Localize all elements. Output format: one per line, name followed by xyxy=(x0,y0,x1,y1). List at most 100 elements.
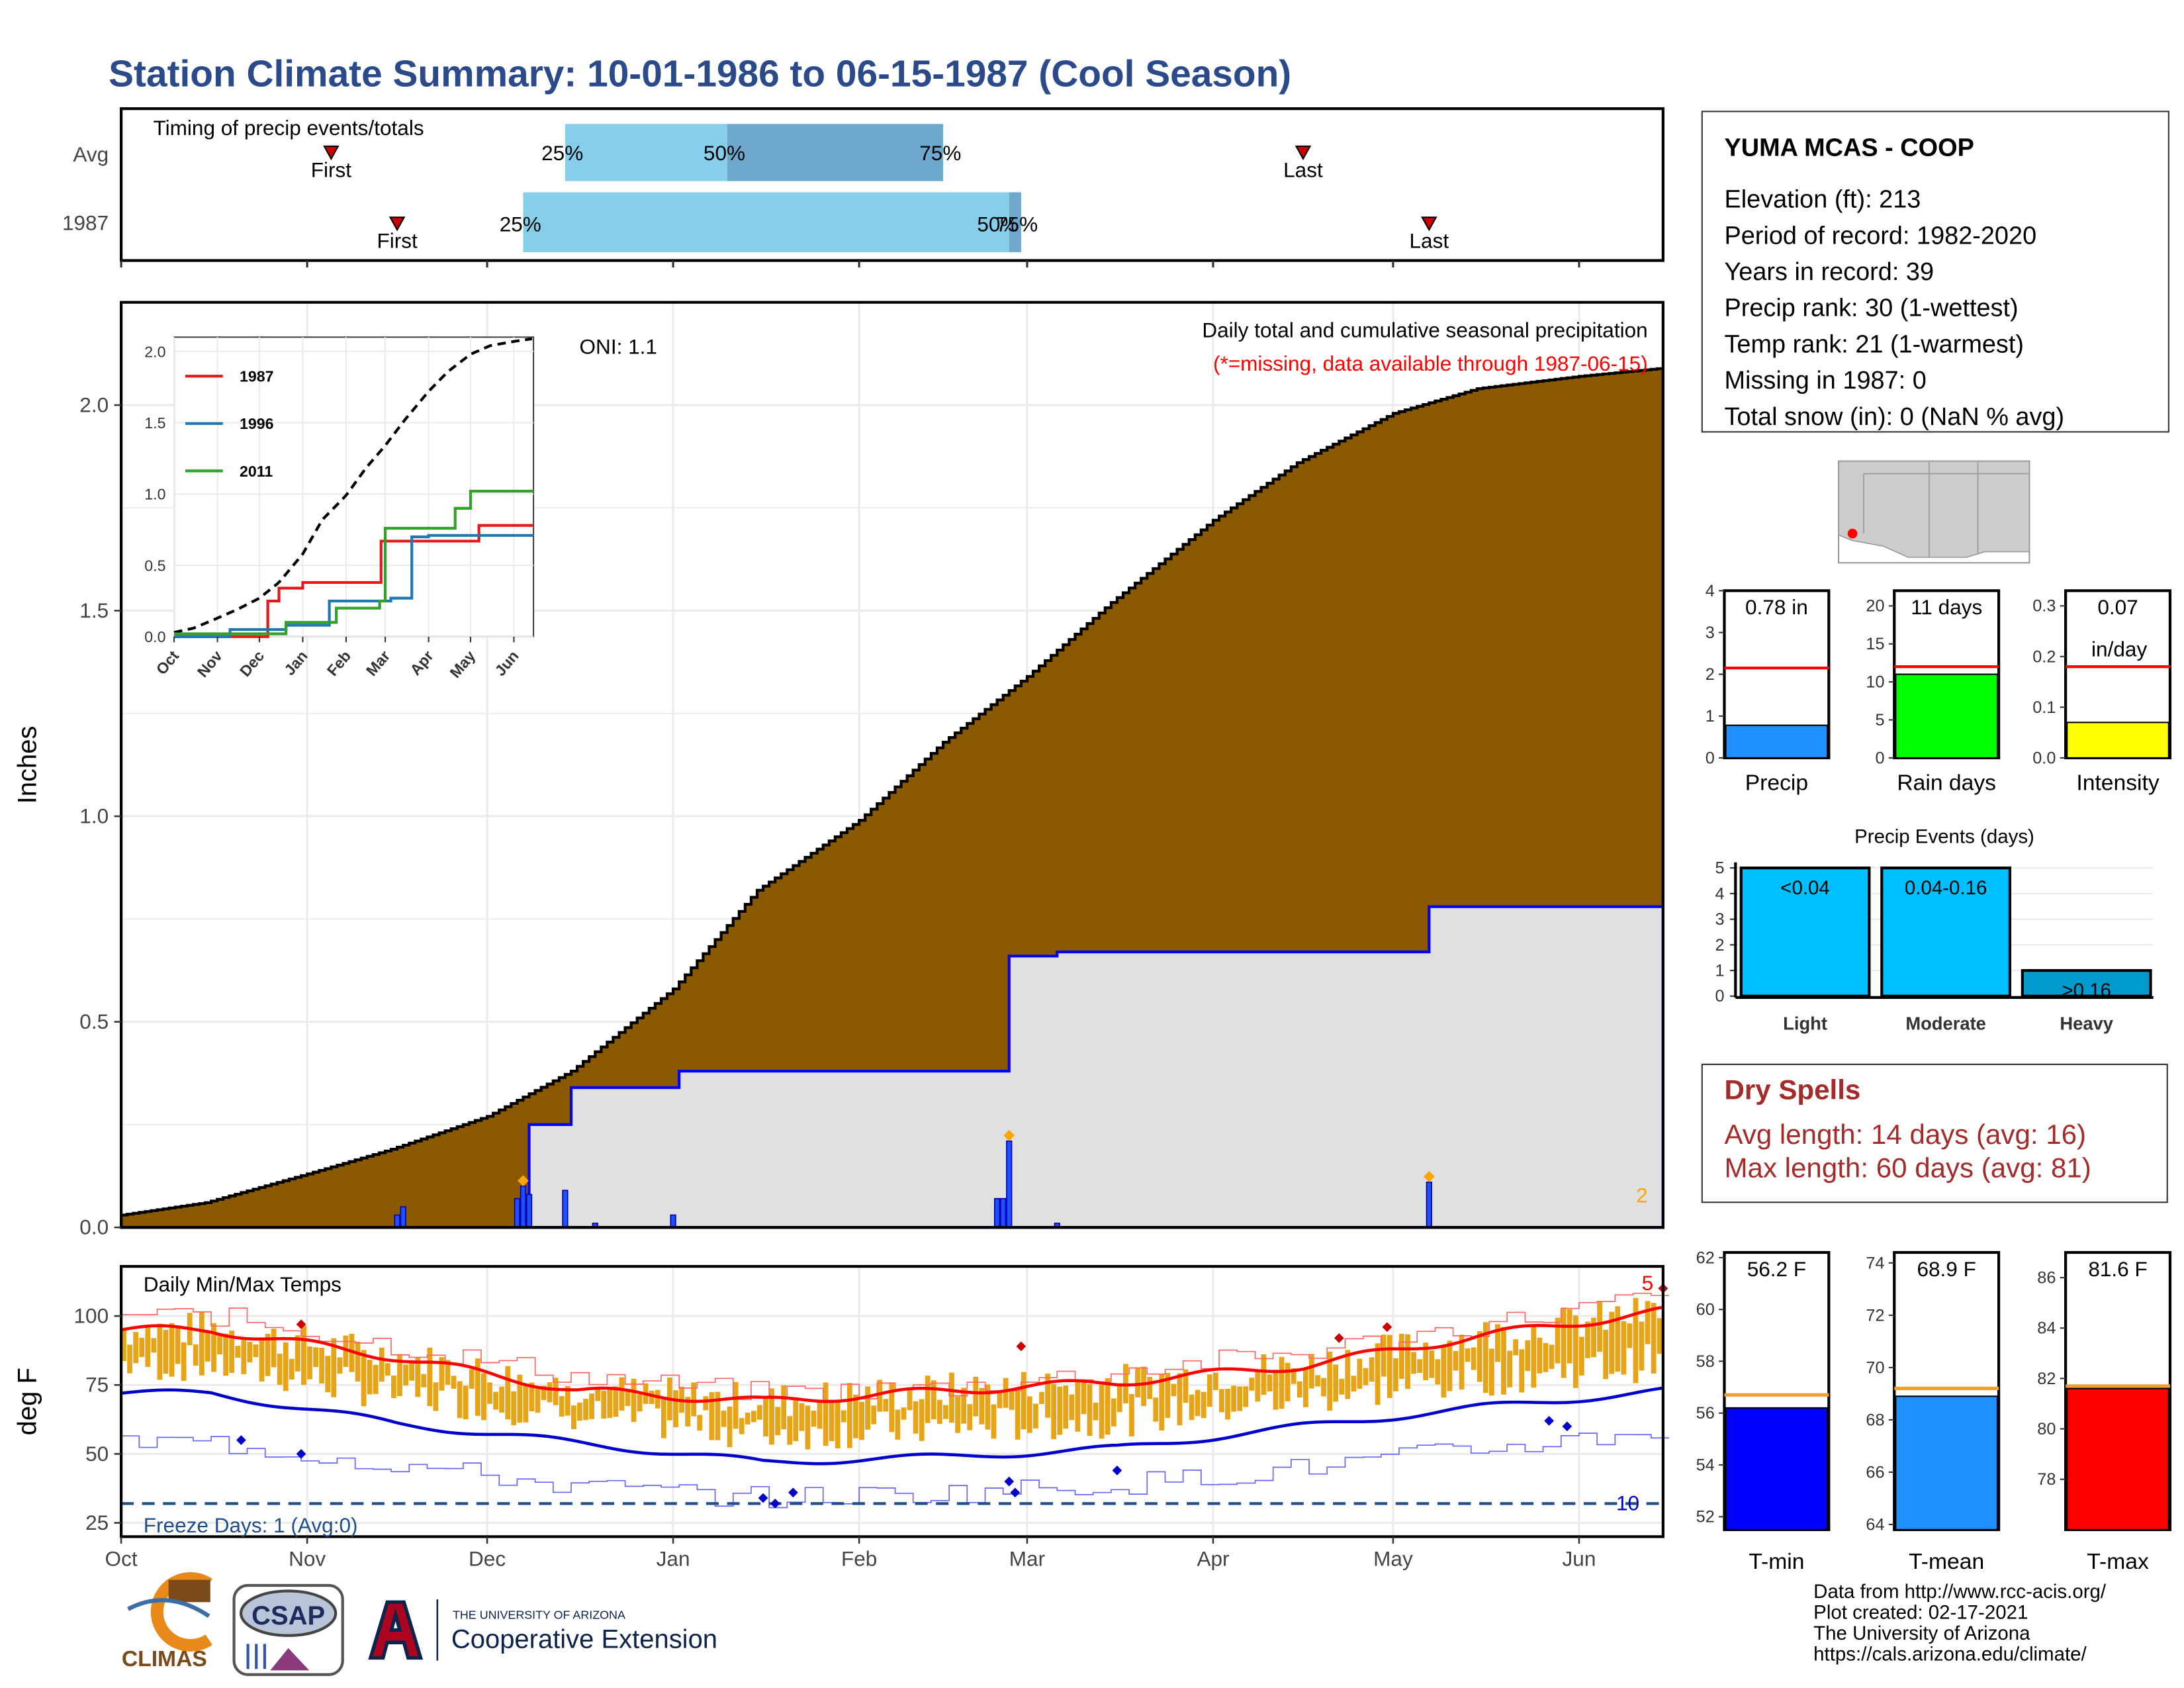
station-info-box: YUMA MCAS - COOP Elevation (ft): 213 Per… xyxy=(1701,111,2169,433)
inset-y-tick: 0.5 xyxy=(144,557,165,574)
dry-line-avg: Avg length: 14 days (avg: 16) xyxy=(1724,1119,2086,1150)
temp-mini-tick: 70 xyxy=(1866,1358,1884,1377)
daily-temp-bar xyxy=(541,1385,547,1400)
daily-temp-bar xyxy=(781,1385,787,1430)
daily-temp-bar xyxy=(907,1389,913,1411)
daily-temp-bar xyxy=(1633,1297,1639,1383)
daily-precip-bar xyxy=(1000,1197,1007,1228)
daily-temp-bar xyxy=(703,1396,709,1411)
daily-temp-bar xyxy=(1069,1394,1075,1421)
daily-temp-bar xyxy=(331,1338,337,1397)
freeze-days-label: Freeze Days: 1 (Avg:0) xyxy=(144,1513,358,1537)
event-bar-text: <0.04 xyxy=(1780,877,1830,899)
events-tick: 1 xyxy=(1715,961,1724,980)
daily-temp-bar xyxy=(595,1388,601,1401)
daily-temp-bar xyxy=(1495,1324,1500,1362)
daily-temp-bar xyxy=(991,1404,997,1439)
daily-temp-bar xyxy=(1075,1382,1081,1432)
daily-temp-bar xyxy=(979,1387,985,1425)
mini-value: 11 days xyxy=(1911,595,1982,619)
daily-temp-bar xyxy=(1555,1317,1561,1364)
daily-precip-bar xyxy=(525,1194,533,1228)
avg-min-line xyxy=(120,1386,1664,1466)
mini-tick: 0.2 xyxy=(2032,647,2056,666)
timing-row-1987: 1987 xyxy=(62,211,109,234)
daily-temp-bar xyxy=(379,1347,385,1382)
daily-temp-bar xyxy=(787,1416,793,1445)
x-month-label: Dec xyxy=(469,1547,506,1571)
daily-temp-bar xyxy=(919,1399,925,1441)
mini-bar xyxy=(1895,673,1999,759)
daily-temp-bar xyxy=(205,1333,210,1362)
daily-temp-bar xyxy=(1141,1366,1147,1407)
csap-logo: CSAP xyxy=(232,1583,344,1676)
daily-temp-bar xyxy=(1195,1389,1201,1417)
temp-mini-tick: 60 xyxy=(1696,1301,1715,1319)
inset-y-tick: 1.5 xyxy=(144,414,165,432)
daily-temp-bar xyxy=(127,1344,132,1374)
avg-q25-label: 25% xyxy=(541,141,583,165)
daily-temp-bar xyxy=(1099,1384,1105,1439)
daily-temp-bar xyxy=(637,1394,643,1412)
daily-temp-bar xyxy=(583,1399,588,1421)
mini-tick: 0 xyxy=(1875,749,1884,767)
daily-temp-bar xyxy=(1423,1342,1429,1381)
mini-tick: 1 xyxy=(1706,707,1715,726)
daily-temp-bar xyxy=(817,1399,823,1429)
daily-temp-bar xyxy=(385,1363,390,1376)
daily-temp-bar xyxy=(1375,1343,1381,1405)
daily-precip-bar xyxy=(562,1190,569,1228)
daily-temp-bar xyxy=(325,1356,331,1393)
daily-temp-bar xyxy=(415,1357,421,1397)
temp-mini-value: 56.2 F xyxy=(1747,1257,1806,1281)
daily-temp-bar xyxy=(841,1410,846,1423)
daily-temp-bar xyxy=(1567,1309,1572,1364)
daily-temp-bar xyxy=(1447,1340,1453,1391)
daily-temp-bar xyxy=(1273,1370,1279,1410)
temp-mini-label: T-min xyxy=(1749,1550,1804,1574)
daily-temp-bar xyxy=(985,1384,991,1430)
daily-precip-bar xyxy=(514,1197,521,1228)
record-marker xyxy=(1562,1421,1572,1432)
daily-temp-bar xyxy=(157,1323,163,1380)
daily-temp-bar xyxy=(565,1385,570,1416)
daily-temp-bar xyxy=(463,1385,469,1420)
record-marker xyxy=(1544,1416,1555,1426)
legend-label: 1987 xyxy=(240,368,273,385)
y1987-last-label: Last xyxy=(1410,229,1449,253)
daily-temp-bar xyxy=(247,1342,253,1363)
temp-label: Daily Min/Max Temps xyxy=(144,1272,341,1296)
daily-temp-bar xyxy=(523,1384,529,1423)
daily-temp-bar xyxy=(253,1344,259,1358)
daily-temp-bar xyxy=(1507,1350,1512,1387)
daily-temp-bar xyxy=(660,1397,666,1438)
daily-temp-bar xyxy=(1621,1321,1627,1375)
missing-note: (*=missing, data available through 1987-… xyxy=(1213,352,1648,375)
precip-events-chart: Precip Events (days) 0 1 2 3 4 5 <0.04 Light 0.0… xyxy=(1715,825,2154,1033)
daily-temp-bar xyxy=(1651,1303,1657,1374)
ua-small-text: THE UNIVERSITY OF ARIZONA xyxy=(453,1609,625,1622)
daily-temp-bar xyxy=(721,1410,727,1427)
daily-temp-bar xyxy=(1627,1323,1633,1348)
y1987-q75-label: 75% xyxy=(996,212,1038,236)
daily-temp-bar xyxy=(211,1323,216,1372)
daily-temp-bar xyxy=(973,1376,979,1417)
daily-temp-bar xyxy=(1009,1389,1015,1410)
temp-mini-tick: 66 xyxy=(1866,1463,1884,1481)
daily-temp-bar xyxy=(1267,1374,1273,1392)
events-tick: 0 xyxy=(1715,987,1724,1006)
daily-precip-bar xyxy=(1006,1140,1013,1228)
temp-mini-tick: 62 xyxy=(1696,1248,1715,1267)
daily-temp-bar xyxy=(577,1402,582,1421)
daily-temp-bar xyxy=(691,1382,697,1417)
daily-temp-bar xyxy=(259,1338,265,1382)
climas-text: CLIMAS xyxy=(122,1647,207,1671)
station-line: Precip rank: 30 (1-wettest) xyxy=(1724,295,2018,322)
daily-temp-bar xyxy=(1488,1348,1494,1396)
daily-temp-bar xyxy=(763,1397,768,1436)
daily-temp-bar xyxy=(181,1342,187,1381)
daily-temp-bar xyxy=(955,1396,960,1433)
daily-temp-bar xyxy=(1105,1378,1111,1435)
daily-temp-bar xyxy=(1392,1358,1398,1391)
